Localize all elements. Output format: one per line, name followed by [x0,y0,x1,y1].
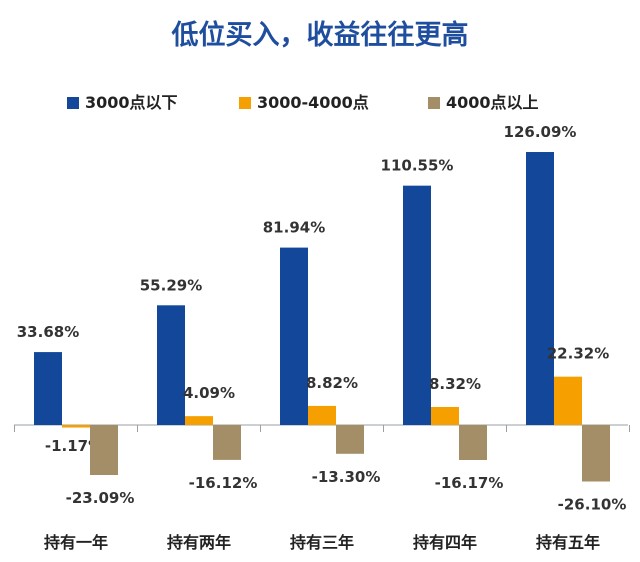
x-axis-category-label: 持有两年 [167,533,231,552]
data-label: -13.30% [312,468,381,486]
data-label: -26.10% [558,496,627,514]
bar [554,376,582,425]
x-axis-category-label: 持有五年 [536,533,600,552]
bar [90,425,118,475]
x-axis-category-label: 持有四年 [413,533,477,552]
bar [582,425,610,482]
legend-label-3000-4000: 3000-4000点 [257,93,369,112]
data-label: 81.94% [263,219,325,237]
bar [213,425,241,460]
bar [34,352,62,425]
bar [308,405,336,425]
legend-label-3000-below: 3000点以下 [85,93,178,112]
legend-swatch-3000-below [67,97,79,109]
bar [280,247,308,425]
data-label: 22.32% [547,345,609,363]
legend-swatch-3000-4000 [239,97,251,109]
plot-area: 33.68% -1.17% -23.09% 持有一年 55.29% 4.09% -16.12… [14,123,630,552]
bar [526,152,554,426]
data-label: -16.17% [435,474,504,492]
data-label: 55.29% [140,276,202,294]
bar [459,425,487,461]
data-label: 110.55% [381,157,454,175]
x-axis-category-label: 持有三年 [290,533,354,552]
bar [157,305,185,425]
bar [336,425,364,454]
chart-title: 低位买入，收益往往更高 [171,19,469,51]
data-label: 8.32% [429,375,481,393]
bar [185,416,213,425]
data-label: 126.09% [504,123,577,141]
data-label: -1.17% [45,437,103,455]
bar [403,185,431,425]
bar [62,425,90,428]
data-label: -23.09% [66,489,135,507]
data-label: 8.82% [306,374,358,392]
legend: 3000点以下 3000-4000点 4000点以上 [67,93,539,112]
data-label: -16.12% [189,474,258,492]
data-label: 33.68% [17,323,79,341]
legend-swatch-4000-above [428,97,440,109]
data-label: 4.09% [183,384,235,402]
bar [431,406,459,425]
x-axis-category-label: 持有一年 [44,533,108,552]
legend-label-4000-above: 4000点以上 [446,93,539,112]
